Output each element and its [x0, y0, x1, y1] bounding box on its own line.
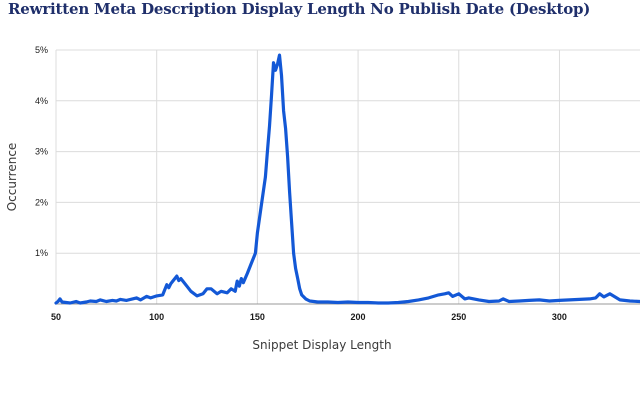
x-tick-label: 50 [51, 312, 61, 322]
x-tick-label: 100 [149, 312, 164, 322]
y-tick-label: 4% [35, 96, 48, 106]
chart-title: Rewritten Meta Description Display Lengt… [8, 0, 591, 18]
grid-lines [55, 49, 640, 304]
x-tick-label: 150 [250, 312, 265, 322]
y-tick-label: 2% [35, 197, 48, 207]
y-tick-labels: 1% 2% 3% 4% 5% [35, 45, 48, 258]
x-tick-labels: 50 100 150 200 250 300 [51, 312, 567, 322]
y-tick-label: 3% [35, 147, 48, 157]
y-axis-label: Occurrence [5, 143, 19, 212]
series-line [54, 53, 640, 305]
x-tick-label: 300 [552, 312, 567, 322]
y-tick-label: 1% [35, 248, 48, 258]
x-tick-label: 250 [451, 312, 466, 322]
x-tick-label: 200 [351, 312, 366, 322]
y-tick-label: 5% [35, 45, 48, 55]
x-axis-label: Snippet Display Length [252, 338, 391, 352]
